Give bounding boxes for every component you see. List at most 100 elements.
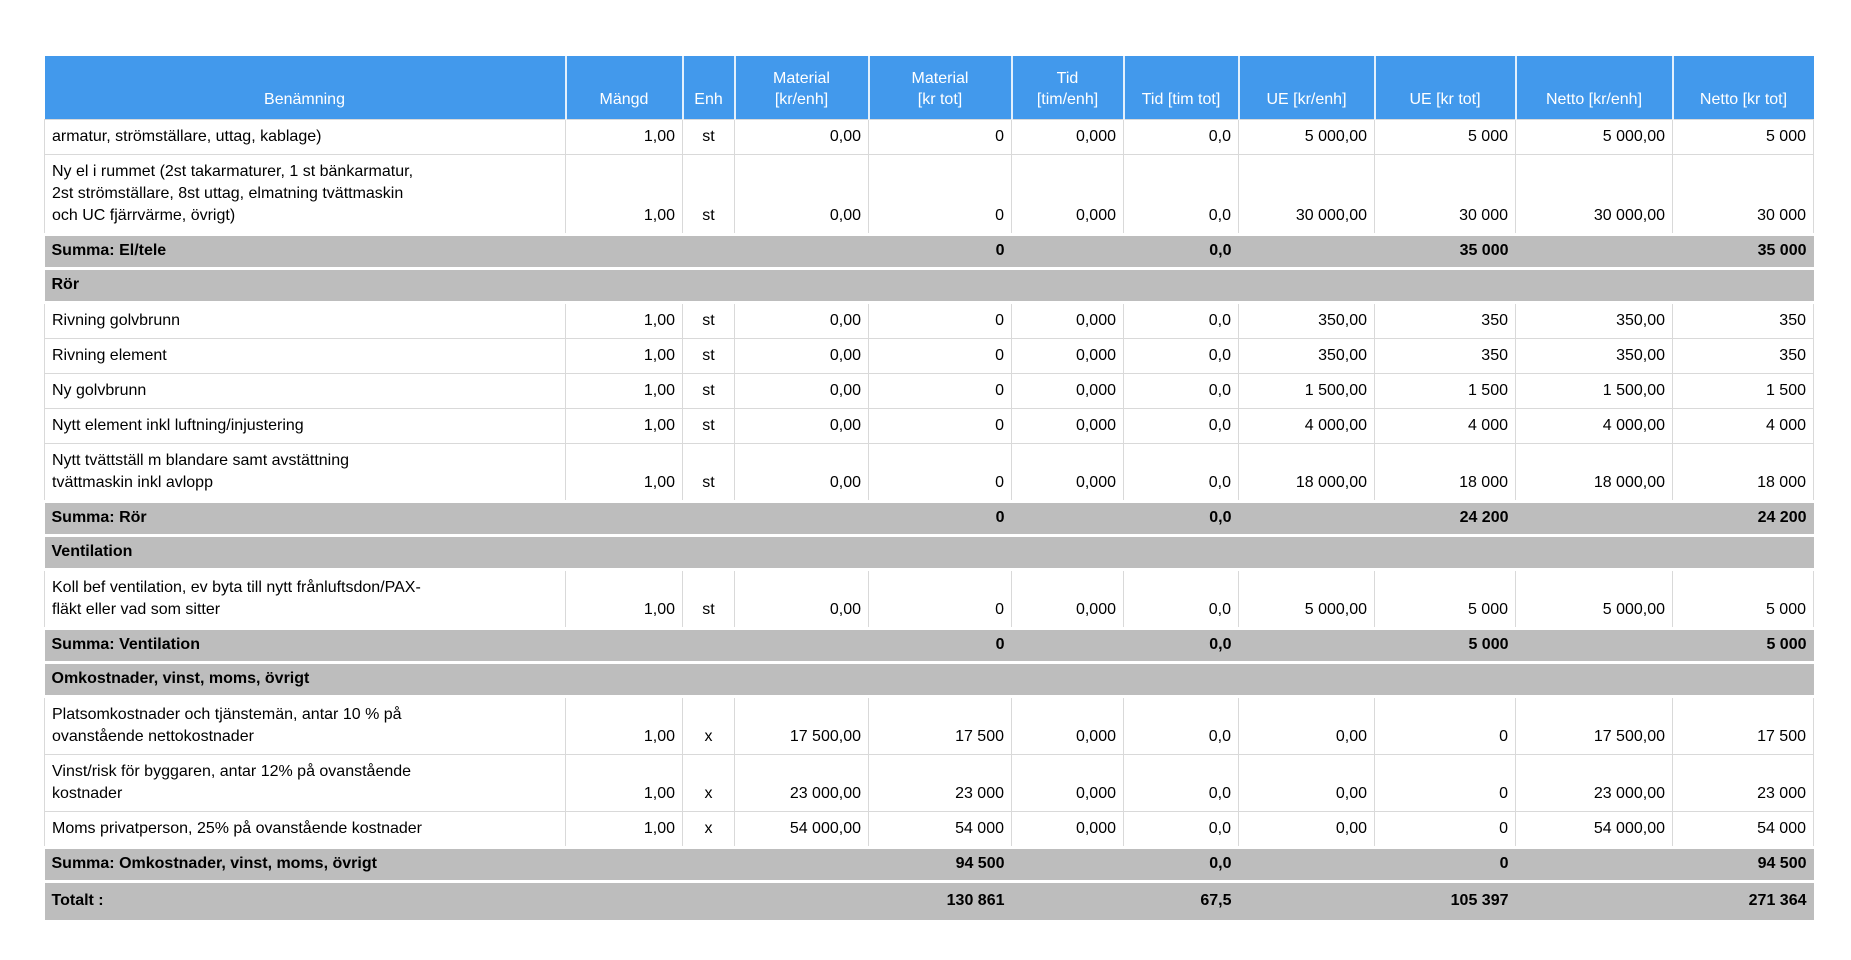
cell-mat_tot: 0 xyxy=(868,233,1012,270)
section-row: Ventilation xyxy=(44,534,1814,571)
cell-mat_tot: 0 xyxy=(868,338,1012,374)
cell-tid_enh: 0,000 xyxy=(1011,696,1124,755)
cell-name: Ventilation xyxy=(44,534,566,571)
cell-mangd: 1,00 xyxy=(565,408,683,444)
cell-mat_enh: 23 000,00 xyxy=(734,754,869,812)
cell-ue_tot xyxy=(1374,534,1516,571)
cell-enh xyxy=(682,233,735,270)
cell-netto_tot: 23 000 xyxy=(1672,754,1814,812)
cell-enh xyxy=(682,267,735,304)
column-header-name: Benämning xyxy=(44,56,566,120)
cell-mat_tot: 0 xyxy=(868,443,1012,502)
cell-netto_tot: 5 000 xyxy=(1672,627,1814,664)
cell-mat_enh xyxy=(734,880,869,923)
column-header-ue_tot: UE [kr tot] xyxy=(1373,56,1516,120)
cell-ue_tot: 5 000 xyxy=(1374,569,1516,629)
cell-enh: x xyxy=(682,811,735,848)
cell-netto_tot: 271 364 xyxy=(1672,880,1814,923)
cell-mangd: 1,00 xyxy=(565,154,683,235)
cell-netto_enh: 30 000,00 xyxy=(1515,154,1673,235)
cell-mat_enh: 0,00 xyxy=(734,119,869,155)
cell-enh: st xyxy=(682,302,735,339)
cell-ue_enh: 0,00 xyxy=(1238,696,1375,755)
cell-tid_tot: 0,0 xyxy=(1123,443,1239,502)
table-row: Moms privatperson, 25% på ovanstående ko… xyxy=(44,811,1814,848)
table-body: armatur, strömställare, uttag, kablage) 1… xyxy=(44,119,1814,923)
cell-netto_enh xyxy=(1515,233,1673,270)
cell-tid_enh: 0,000 xyxy=(1011,569,1124,629)
cell-enh: st xyxy=(682,119,735,155)
cell-name: armatur, strömställare, uttag, kablage) xyxy=(44,119,566,155)
cell-tid_enh: 0,000 xyxy=(1011,302,1124,339)
cell-netto_enh xyxy=(1515,846,1673,883)
cell-netto_enh: 5 000,00 xyxy=(1515,569,1673,629)
cell-mat_enh xyxy=(734,534,869,571)
cell-tid_enh: 0,000 xyxy=(1011,408,1124,444)
cell-mat_tot: 94 500 xyxy=(868,846,1012,883)
cell-mat_enh: 0,00 xyxy=(734,408,869,444)
cell-mangd xyxy=(565,233,683,270)
cost-estimate-sheet: Benämning Mängd Enh Material [kr/enh] Materi… xyxy=(44,56,1814,923)
column-header-netto_tot: Netto [kr tot] xyxy=(1671,56,1814,120)
cell-tid_tot: 0,0 xyxy=(1123,569,1239,629)
cell-netto_enh xyxy=(1515,627,1673,664)
cell-mangd xyxy=(565,500,683,537)
cell-mat_enh: 0,00 xyxy=(734,154,869,235)
cell-tid_tot: 0,0 xyxy=(1123,846,1239,883)
cell-netto_tot: 4 000 xyxy=(1672,408,1814,444)
cell-netto_tot xyxy=(1672,661,1814,698)
cell-tid_enh xyxy=(1011,846,1124,883)
cell-netto_enh: 18 000,00 xyxy=(1515,443,1673,502)
cell-enh: st xyxy=(682,408,735,444)
cell-netto_enh xyxy=(1515,880,1673,923)
cell-ue_tot: 30 000 xyxy=(1374,154,1516,235)
cell-mangd: 1,00 xyxy=(565,696,683,755)
cell-netto_enh: 5 000,00 xyxy=(1515,119,1673,155)
cell-netto_enh: 350,00 xyxy=(1515,302,1673,339)
summa-row: Summa: Omkostnader, vinst, moms, övrigt 9… xyxy=(44,846,1814,883)
cell-name: Rivning golvbrunn xyxy=(44,302,566,339)
cell-name: Summa: Rör xyxy=(44,500,566,537)
cell-mangd xyxy=(565,534,683,571)
column-header-tid_enh: Tid [tim/enh] xyxy=(1010,56,1124,120)
cell-tid_tot: 0,0 xyxy=(1123,338,1239,374)
cell-tid_tot: 67,5 xyxy=(1123,880,1239,923)
cell-name: Nytt tvättställ m blandare samt avstättn… xyxy=(44,443,566,502)
cell-name: Rör xyxy=(44,267,566,304)
column-header-mat_enh: Material [kr/enh] xyxy=(733,56,869,120)
cell-mangd: 1,00 xyxy=(565,811,683,848)
cell-tid_enh: 0,000 xyxy=(1011,338,1124,374)
cell-netto_tot: 30 000 xyxy=(1672,154,1814,235)
cell-ue_enh xyxy=(1238,846,1375,883)
cell-mat_tot: 0 xyxy=(868,627,1012,664)
cell-mat_tot xyxy=(868,267,1012,304)
cell-tid_enh: 0,000 xyxy=(1011,119,1124,155)
cell-mat_tot: 0 xyxy=(868,569,1012,629)
cell-mat_tot: 54 000 xyxy=(868,811,1012,848)
cell-mat_enh xyxy=(734,267,869,304)
cell-name: Moms privatperson, 25% på ovanstående ko… xyxy=(44,811,566,848)
cell-tid_enh: 0,000 xyxy=(1011,373,1124,409)
cell-enh xyxy=(682,880,735,923)
cell-name: Vinst/risk för byggaren, antar 12% på ov… xyxy=(44,754,566,812)
cell-ue_tot xyxy=(1374,661,1516,698)
cell-tid_tot xyxy=(1123,661,1239,698)
cell-netto_tot: 94 500 xyxy=(1672,846,1814,883)
cell-ue_enh xyxy=(1238,267,1375,304)
cell-netto_tot: 35 000 xyxy=(1672,233,1814,270)
cell-mangd: 1,00 xyxy=(565,338,683,374)
cell-ue_enh xyxy=(1238,661,1375,698)
cell-tid_tot: 0,0 xyxy=(1123,119,1239,155)
cell-tid_enh: 0,000 xyxy=(1011,443,1124,502)
cell-ue_enh xyxy=(1238,880,1375,923)
cell-name: Omkostnader, vinst, moms, övrigt xyxy=(44,661,566,698)
cell-netto_tot xyxy=(1672,534,1814,571)
cell-ue_tot: 18 000 xyxy=(1374,443,1516,502)
table-row: Rivning golvbrunn 1,00 st 0,00 0 0,000 0,0 350,… xyxy=(44,302,1814,339)
cell-mat_tot: 130 861 xyxy=(868,880,1012,923)
cell-mat_enh: 54 000,00 xyxy=(734,811,869,848)
cell-mat_enh: 17 500,00 xyxy=(734,696,869,755)
table-row: Nytt tvättställ m blandare samt avstättn… xyxy=(44,443,1814,502)
cell-tid_tot xyxy=(1123,267,1239,304)
cell-enh xyxy=(682,627,735,664)
